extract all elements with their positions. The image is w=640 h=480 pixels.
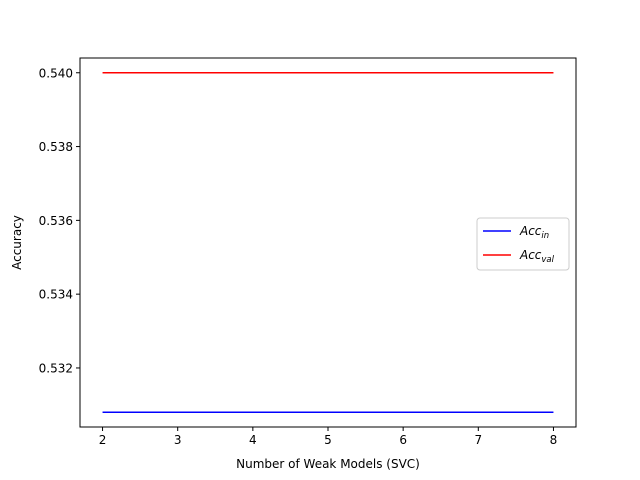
y-axis-label: Accuracy bbox=[10, 215, 24, 270]
legend-label: Accin bbox=[519, 224, 549, 241]
y-tick-label: 0.536 bbox=[39, 214, 73, 228]
legend-label-subscript: val bbox=[541, 255, 554, 265]
x-tick-label: 5 bbox=[324, 433, 332, 447]
x-axis-label: Number of Weak Models (SVC) bbox=[236, 457, 420, 471]
x-tick-label: 6 bbox=[399, 433, 407, 447]
y-tick-label: 0.538 bbox=[39, 140, 73, 154]
y-tick-label: 0.532 bbox=[39, 361, 73, 375]
y-tick-label: 0.540 bbox=[39, 66, 73, 80]
x-tick-label: 2 bbox=[99, 433, 107, 447]
legend-label-main: Acc bbox=[519, 248, 542, 262]
x-tick-label: 7 bbox=[474, 433, 482, 447]
legend-label: Accval bbox=[519, 248, 555, 265]
legend-label-main: Acc bbox=[519, 224, 542, 238]
x-tick-label: 8 bbox=[550, 433, 558, 447]
legend-label-subscript: in bbox=[541, 231, 549, 241]
tick-layer: 2 3 4 5 6 7 8 0.532 0.534 0.536 0.538 0.540 bbox=[39, 66, 558, 447]
x-tick-label: 4 bbox=[249, 433, 257, 447]
plot-frame bbox=[79, 57, 577, 428]
x-tick-label: 3 bbox=[174, 433, 182, 447]
y-tick-label: 0.534 bbox=[39, 288, 73, 302]
series-layer bbox=[102, 72, 554, 413]
